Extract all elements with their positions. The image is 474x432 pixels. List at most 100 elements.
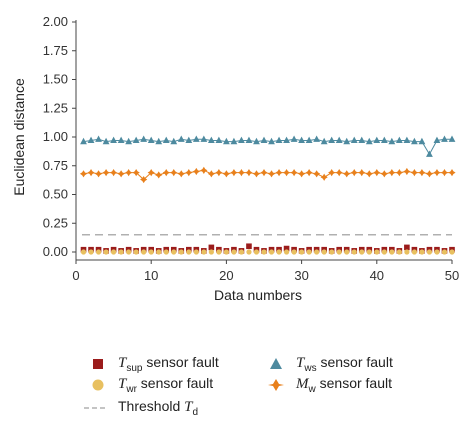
point-square [404, 244, 410, 251]
y-tick-label: 0.50 [43, 187, 68, 202]
point-plus [365, 170, 373, 178]
point-circle [261, 249, 267, 255]
point-circle [238, 249, 245, 255]
point-plus [282, 169, 291, 177]
point-plus [215, 169, 223, 177]
point-plus [207, 170, 215, 178]
point-circle [449, 249, 455, 255]
point-plus [343, 170, 351, 178]
point-triangle [380, 136, 388, 144]
point-plus [237, 169, 246, 177]
y-tick-label: 0.00 [43, 244, 68, 259]
y-tick-label: 1.25 [43, 100, 68, 115]
point-plus [410, 169, 418, 177]
point-circle [201, 249, 207, 255]
point-plus [140, 175, 148, 184]
point-circle [268, 249, 275, 255]
point-triangle [215, 136, 223, 144]
point-plus [440, 169, 449, 177]
point-circle [419, 249, 425, 255]
point-triangle [185, 136, 193, 144]
point-triangle [192, 135, 200, 142]
point-circle [336, 249, 342, 255]
point-circle [246, 249, 252, 255]
point-plus [177, 170, 185, 178]
point-triangle [147, 136, 155, 144]
point-plus [380, 170, 388, 178]
point-circle [223, 249, 229, 255]
point-triangle [177, 135, 185, 142]
point-triangle [320, 137, 328, 145]
y-tick-label: 2.00 [43, 14, 68, 29]
point-plus [87, 169, 95, 177]
point-plus [155, 171, 163, 179]
point-circle [133, 249, 139, 255]
point-triangle [223, 137, 230, 145]
point-plus [222, 170, 230, 178]
point-triangle [238, 136, 245, 144]
point-plus [388, 169, 396, 177]
point-triangle [260, 136, 268, 144]
point-triangle [283, 136, 290, 144]
point-circle [88, 249, 94, 255]
point-circle [426, 249, 433, 255]
point-plus [290, 169, 298, 177]
point-triangle [117, 136, 125, 144]
point-plus [305, 169, 313, 177]
point-triangle [418, 137, 426, 145]
point-triangle [200, 135, 208, 142]
point-triangle [305, 136, 313, 144]
point-plus [267, 170, 276, 178]
point-circle [186, 249, 192, 255]
point-circle [291, 249, 297, 255]
point-triangle [170, 137, 178, 145]
point-circle [163, 249, 169, 255]
point-circle [118, 249, 124, 255]
point-plus [170, 169, 178, 177]
y-tick-label: 1.50 [43, 72, 68, 87]
point-circle [299, 249, 305, 255]
point-circle [344, 249, 350, 255]
point-circle [103, 249, 109, 255]
point-triangle [102, 137, 110, 145]
point-triangle [388, 137, 396, 145]
point-square [246, 243, 252, 250]
point-circle [216, 249, 222, 255]
point-circle [276, 249, 282, 255]
point-plus [328, 169, 336, 177]
point-plus [425, 170, 434, 178]
point-plus [200, 166, 208, 174]
point-circle [80, 249, 87, 255]
point-circle [321, 249, 327, 255]
point-plus [147, 169, 155, 177]
point-circle [95, 249, 102, 255]
x-tick-label: 30 [294, 268, 308, 283]
point-circle [329, 249, 335, 255]
point-triangle [207, 136, 215, 144]
x-tick-label: 40 [370, 268, 384, 283]
point-plus [192, 167, 200, 176]
point-circle [389, 249, 395, 255]
point-triangle [253, 137, 260, 145]
point-plus [395, 169, 403, 177]
point-triangle [298, 136, 305, 144]
point-circle [411, 249, 417, 255]
point-circle [178, 249, 184, 255]
point-triangle [433, 136, 441, 144]
point-triangle [343, 137, 351, 145]
point-circle [441, 249, 448, 255]
point-circle [208, 249, 214, 255]
point-plus [110, 169, 118, 177]
point-triangle [95, 135, 102, 142]
point-plus [79, 170, 88, 178]
point-plus [230, 169, 238, 177]
point-plus [350, 169, 358, 177]
point-plus [313, 170, 321, 178]
point-circle [111, 249, 117, 255]
point-plus [162, 169, 170, 177]
point-triangle [275, 136, 283, 144]
y-tick-label: 0.25 [43, 215, 68, 230]
point-plus [125, 169, 133, 177]
series-line-2 [83, 138, 452, 156]
